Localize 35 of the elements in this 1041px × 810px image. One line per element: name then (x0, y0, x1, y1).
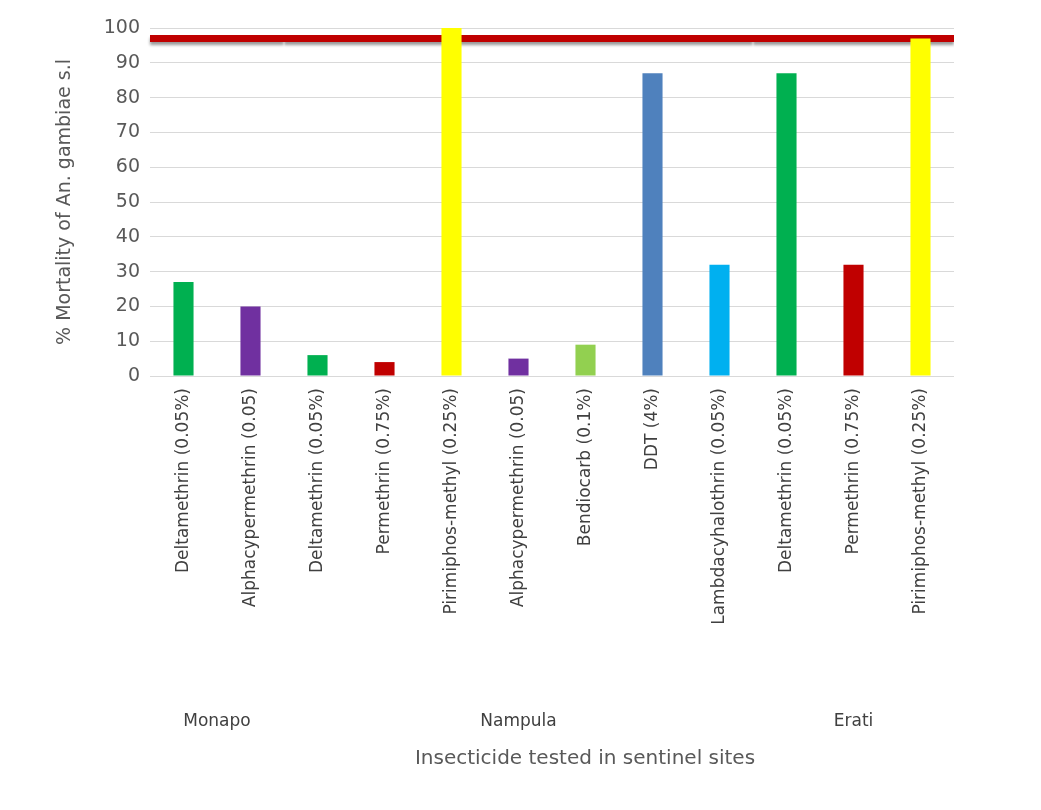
y-tick-label: 90 (115, 49, 140, 72)
x-tick-label: Deltamethrin (0.05%) (171, 388, 192, 573)
y-tick-label: 80 (115, 84, 140, 107)
x-tick-label: Pirimiphos-methyl (0.25%) (908, 388, 929, 615)
x-axis-title: Erati (833, 710, 874, 731)
x-tick-label: DDT (4%) (640, 388, 661, 471)
y-tick-label: 30 (115, 258, 140, 281)
y-tick-label: 0 (127, 362, 140, 385)
x-tick-label: Alphacypermethrin (0.05) (506, 388, 527, 608)
bar (642, 73, 663, 376)
x-tick-label: Pirimiphos-methyl (0.25%) (439, 388, 460, 615)
bar (374, 362, 395, 376)
x-tick-label: Bendiocarb (0.1%) (573, 388, 594, 547)
x-tick-label: Deltamethrin (0.05%) (305, 388, 326, 573)
bar (575, 344, 596, 376)
bar (307, 355, 328, 376)
x-axis-title: Monapo (183, 710, 251, 731)
y-tick-label: 70 (115, 119, 140, 142)
x-axis-title: Nampula (480, 710, 557, 731)
y-tick-label: 10 (115, 328, 140, 351)
y-tick-label: 60 (115, 154, 140, 177)
x-tick-label: Deltamethrin (0.05%) (774, 388, 795, 573)
x-tick-label: Permethrin (0.75%) (841, 388, 862, 555)
x-tick-label: Permethrin (0.75%) (372, 388, 393, 555)
y-tick-label: 100 (103, 14, 140, 37)
y-axis-title: % Mortality of An. gambiae s.l (52, 59, 75, 345)
bar (508, 358, 529, 376)
bar (709, 264, 730, 376)
x-tick-label: Alphacypermethrin (0.05) (238, 388, 259, 608)
text: Insecticide tested in sentinel sites (413, 745, 757, 769)
x-tick-label: Lambdacyhalothrin (0.05%) (707, 388, 728, 625)
y-tick-label: 20 (115, 293, 140, 316)
y-tick-label: 40 (115, 223, 140, 246)
bar (441, 28, 462, 376)
y-tick-label: 50 (115, 188, 140, 211)
